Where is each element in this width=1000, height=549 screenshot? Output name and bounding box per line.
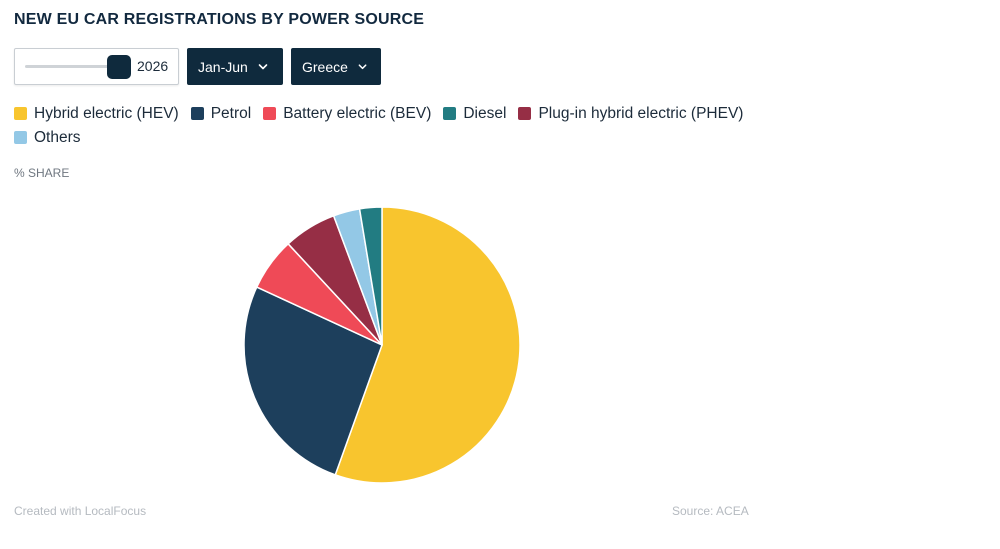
legend-label: Petrol — [210, 104, 252, 122]
pie-slice-hybrid-electric-hev[interactable] — [334, 206, 521, 484]
chart-legend: Hybrid electric (HEV) Petrol Battery elect… — [14, 104, 774, 147]
legend-swatch — [443, 107, 457, 120]
chart-controls: 2026 Jan-Jun Greece — [14, 48, 381, 85]
footer-credit: Created with LocalFocus — [14, 504, 147, 518]
legend-swatch — [190, 107, 204, 120]
pie-slice-petrol[interactable] — [243, 286, 383, 476]
legend-label: Battery electric (BEV) — [283, 104, 432, 122]
legend-item[interactable]: Petrol — [190, 104, 252, 123]
country-dropdown-label: Greece — [302, 58, 348, 75]
legend-item[interactable]: Hybrid electric (HEV) — [14, 104, 179, 123]
pie-slice-diesel[interactable] — [358, 206, 383, 346]
legend-label: Others — [34, 128, 81, 146]
legend-swatch — [518, 107, 532, 120]
legend-label: Diesel — [463, 104, 507, 122]
axis-label: % SHARE — [14, 166, 70, 180]
legend-swatch — [263, 107, 277, 120]
chevron-down-icon — [258, 63, 268, 69]
chevron-down-icon — [358, 63, 367, 69]
legend-swatch — [14, 131, 27, 144]
slider-track[interactable] — [25, 65, 125, 68]
year-value: 2026 — [137, 58, 169, 74]
country-dropdown[interactable]: Greece — [291, 48, 381, 85]
legend-label: Hybrid electric (HEV) — [34, 104, 179, 122]
slider-handle[interactable] — [107, 55, 131, 79]
legend-label: Plug-in hybrid electric (PHEV) — [538, 104, 744, 122]
period-dropdown[interactable]: Jan-Jun — [187, 48, 283, 85]
year-slider[interactable]: 2026 — [14, 48, 179, 85]
legend-swatch — [14, 107, 27, 120]
legend-item[interactable]: Battery electric (BEV) — [263, 104, 431, 123]
period-dropdown-label: Jan-Jun — [198, 58, 248, 75]
legend-item[interactable]: Diesel — [443, 104, 506, 123]
legend-item[interactable]: Others — [14, 128, 81, 147]
legend-item[interactable]: Plug-in hybrid electric (PHEV) — [518, 104, 743, 123]
footer-source: Source: ACEA — [672, 504, 749, 518]
chart-title: NEW EU CAR REGISTRATIONS BY POWER SOURCE — [14, 11, 425, 28]
